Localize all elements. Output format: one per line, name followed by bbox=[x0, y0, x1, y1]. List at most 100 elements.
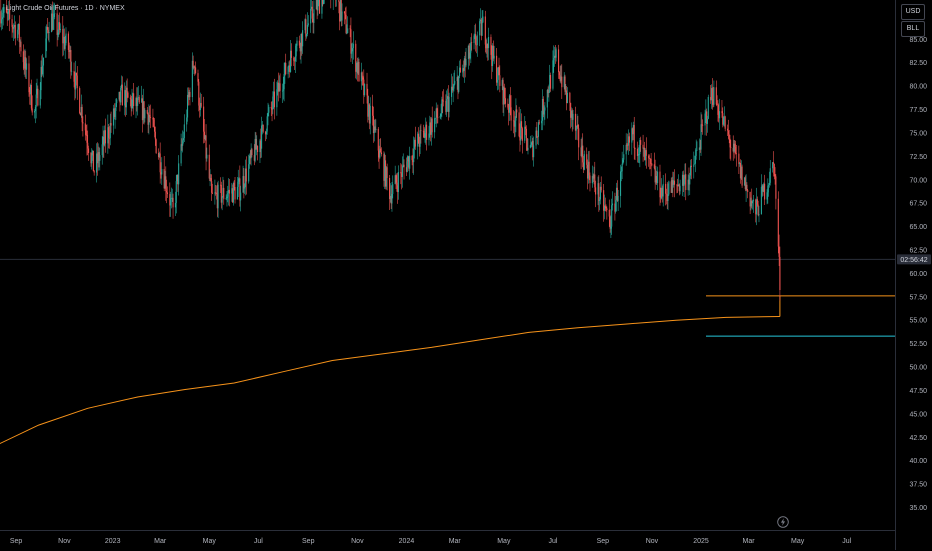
candle-body bbox=[676, 185, 677, 186]
candle-body bbox=[310, 9, 311, 23]
candle-body bbox=[238, 182, 239, 187]
candle-body bbox=[229, 190, 230, 194]
candle-body bbox=[558, 49, 559, 72]
candle-body bbox=[420, 130, 421, 146]
candle-body bbox=[471, 42, 472, 43]
candle-body bbox=[668, 181, 669, 194]
price-axis[interactable] bbox=[895, 0, 932, 550]
candle-body bbox=[299, 41, 300, 46]
candle-body bbox=[23, 51, 24, 62]
candle-body bbox=[412, 156, 413, 160]
candle-body bbox=[757, 199, 758, 204]
candle-body bbox=[308, 23, 309, 25]
candle-body bbox=[149, 115, 150, 117]
candle-body bbox=[152, 118, 153, 119]
candle-body bbox=[622, 164, 623, 172]
unit-button[interactable]: BLL bbox=[901, 21, 925, 37]
candle-body bbox=[415, 140, 416, 147]
candle-body bbox=[544, 111, 545, 115]
candle-body bbox=[685, 174, 686, 190]
candle-body bbox=[578, 128, 579, 147]
candle-body bbox=[618, 196, 619, 201]
candle-body bbox=[181, 144, 182, 163]
candle-body bbox=[243, 176, 244, 188]
candle-body bbox=[482, 17, 483, 23]
candle-body bbox=[395, 175, 396, 182]
candle-body bbox=[729, 134, 730, 138]
candle-body bbox=[727, 129, 728, 131]
candle-body bbox=[263, 125, 264, 132]
candle-body bbox=[536, 131, 537, 137]
candle-body bbox=[559, 72, 560, 75]
candle-body bbox=[576, 127, 577, 131]
candle-body bbox=[716, 87, 717, 104]
candle-body bbox=[775, 174, 776, 177]
candle-body bbox=[271, 107, 272, 108]
candle-body bbox=[246, 169, 247, 182]
candle-body bbox=[212, 193, 213, 194]
candle-body bbox=[12, 19, 13, 27]
candle-body bbox=[127, 88, 128, 93]
candle-body bbox=[53, 14, 54, 17]
candle-body bbox=[567, 93, 568, 103]
candle-body bbox=[621, 171, 622, 172]
candle-body bbox=[237, 187, 238, 200]
candle-body bbox=[407, 161, 408, 171]
candle-body bbox=[594, 174, 595, 187]
candle-body bbox=[288, 67, 289, 75]
candle-body bbox=[195, 67, 196, 73]
candle-body bbox=[19, 24, 20, 42]
candle-body bbox=[312, 7, 313, 19]
candle-body bbox=[226, 198, 227, 199]
candle-body bbox=[684, 179, 685, 186]
candle-body bbox=[201, 103, 202, 107]
candle-body bbox=[147, 110, 148, 114]
candle-body bbox=[57, 33, 58, 35]
candle-body bbox=[45, 38, 46, 57]
candle-body bbox=[702, 125, 703, 126]
candle-body bbox=[548, 92, 549, 93]
candle-body bbox=[611, 205, 612, 226]
candle-body bbox=[553, 58, 554, 60]
candle-body bbox=[550, 75, 551, 89]
candle-body bbox=[488, 37, 489, 48]
candle-body bbox=[728, 131, 729, 135]
candle-body bbox=[465, 59, 466, 65]
candle-body bbox=[272, 97, 273, 110]
currency-button[interactable]: USD bbox=[901, 4, 925, 20]
candle-body bbox=[350, 29, 351, 53]
candle-body bbox=[589, 162, 590, 176]
candle-body bbox=[758, 205, 759, 216]
candle-body bbox=[323, 0, 324, 4]
candle-body bbox=[524, 127, 525, 141]
candle-body bbox=[120, 88, 121, 102]
candlesticks bbox=[0, 0, 780, 301]
candle-body bbox=[153, 119, 154, 126]
candle-body bbox=[305, 19, 306, 36]
time-axis[interactable] bbox=[0, 530, 895, 551]
candle-body bbox=[640, 140, 641, 145]
candle-body bbox=[637, 149, 638, 156]
candle-body bbox=[511, 107, 512, 120]
candle-body bbox=[638, 155, 639, 156]
candle-body bbox=[3, 13, 4, 17]
candle-body bbox=[370, 106, 371, 124]
candle-body bbox=[47, 27, 48, 30]
candle-body bbox=[351, 51, 352, 53]
candle-body bbox=[283, 89, 284, 91]
candle-body bbox=[680, 186, 681, 191]
horizontal-lines bbox=[0, 259, 895, 336]
candle-body bbox=[441, 99, 442, 113]
candle-body bbox=[717, 105, 718, 115]
candle-body bbox=[248, 164, 249, 181]
candle-body bbox=[723, 117, 724, 125]
candle-body bbox=[541, 121, 542, 124]
candle-body bbox=[353, 44, 354, 48]
candle-body bbox=[556, 49, 557, 57]
lightning-bolt-icon[interactable] bbox=[777, 516, 789, 528]
candle-body bbox=[7, 12, 8, 14]
candle-body bbox=[307, 25, 308, 34]
candle-body bbox=[99, 155, 100, 161]
moving-average-layer bbox=[0, 296, 780, 449]
